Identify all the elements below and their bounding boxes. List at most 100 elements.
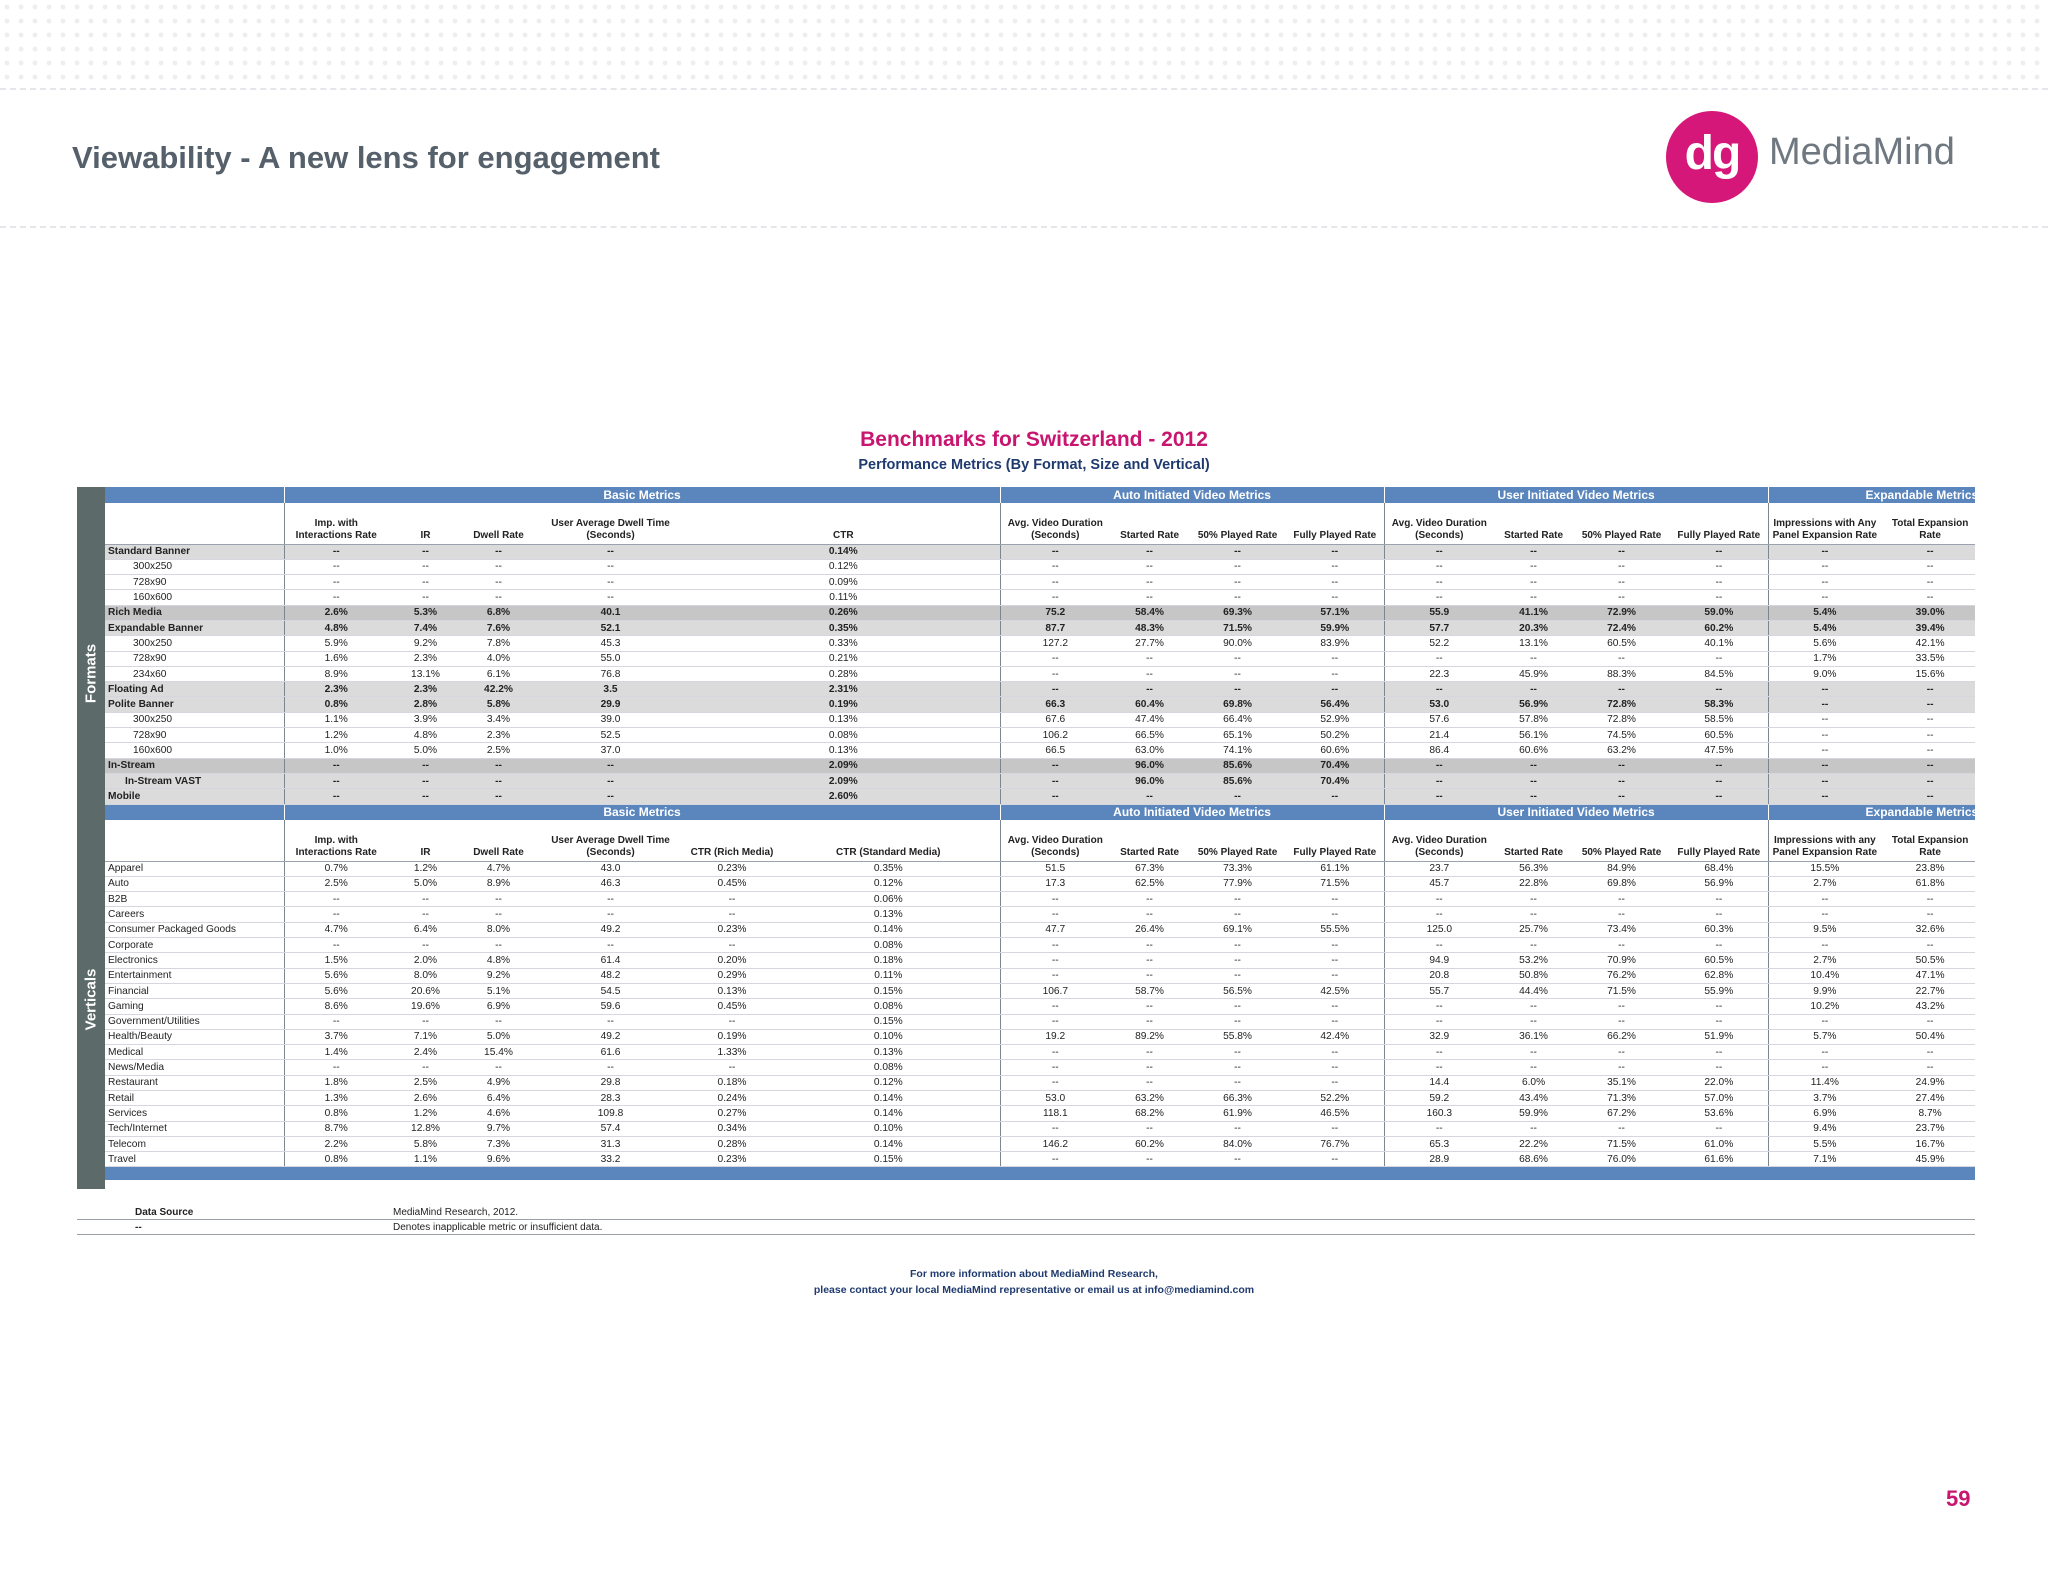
metric-cell: 4.7%	[284, 922, 388, 939]
metric-cell: 0.08%	[777, 998, 1001, 1015]
metric-cell: 118.1	[1000, 1105, 1111, 1122]
metric-cell: --	[1000, 544, 1111, 560]
vertical-row: Gaming 8.6% 19.6% 6.9% 59.6 0.45% 0.08% -- -- -- -…	[105, 998, 1975, 1015]
metric-cell: 35.1%	[1573, 1075, 1671, 1092]
metric-cell: 0.28%	[687, 666, 1001, 683]
row-label: Polite Banner	[105, 696, 285, 713]
metric-cell: 69.1%	[1189, 922, 1287, 939]
metric-cell: 1.8%	[284, 1075, 388, 1092]
metric-cell: --	[1573, 589, 1671, 606]
column-header: Dwell Rate	[463, 503, 534, 545]
metric-cell: --	[463, 906, 534, 923]
metric-cell: 55.9%	[1670, 983, 1769, 1000]
metric-cell: --	[1670, 651, 1769, 667]
metric-cell: 60.3%	[1670, 922, 1769, 939]
metric-cell: --	[1286, 651, 1385, 667]
metric-cell: 24.9%	[1881, 1075, 1975, 1092]
metric-cell: 94.9	[1384, 952, 1495, 969]
metric-cell: --	[1670, 681, 1769, 698]
metric-cell: --	[388, 1059, 463, 1076]
metric-cell: --	[1384, 1121, 1495, 1137]
metric-cell: 47.4%	[1110, 712, 1190, 729]
column-header: CTR (Rich Media)	[687, 820, 777, 862]
vertical-row: Auto 2.5% 5.0% 8.9% 46.3 0.45% 0.12% 17.3 62.5% 7…	[105, 876, 1975, 893]
metric-cell: 72.4%	[1573, 620, 1671, 637]
metric-cell: --	[1000, 998, 1111, 1015]
metric-cell: 59.2	[1384, 1090, 1495, 1107]
metric-cell: --	[1670, 1059, 1769, 1076]
metric-cell: 106.7	[1000, 983, 1111, 1000]
metric-cell: 4.8%	[284, 620, 388, 637]
vertical-row: Consumer Packaged Goods 4.7% 6.4% 8.0% 49.2 0…	[105, 922, 1975, 939]
metric-cell: --	[1494, 998, 1574, 1015]
metric-cell: 0.28%	[687, 1136, 777, 1153]
metric-cell: --	[1670, 906, 1769, 923]
metric-cell: 43.4%	[1494, 1090, 1574, 1107]
metric-cell: 7.8%	[463, 635, 534, 652]
verticals-side-label: Verticals	[82, 968, 100, 1031]
metric-cell: 22.2%	[1494, 1136, 1574, 1153]
metric-cell: --	[1189, 589, 1287, 606]
metric-cell: --	[1286, 788, 1385, 805]
row-label: Mobile	[105, 788, 285, 805]
metric-cell: 0.23%	[687, 922, 777, 939]
metric-cell: --	[1670, 758, 1769, 774]
metric-cell: --	[1881, 681, 1975, 698]
vertical-row: Apparel 0.7% 1.2% 4.7% 43.0 0.23% 0.35% 51.5 67.…	[105, 861, 1975, 877]
metric-cell: 68.2%	[1110, 1105, 1190, 1122]
metric-cell: --	[1189, 651, 1287, 667]
metric-cell: --	[1110, 1044, 1190, 1061]
metric-cell: --	[1110, 1121, 1190, 1137]
format-row: 160x600 -- -- -- -- 0.11% -- -- -- -- -- -- -- -- -- --…	[105, 589, 1975, 606]
metric-cell: 0.14%	[777, 1090, 1001, 1107]
metric-cell: 57.7	[1384, 620, 1495, 637]
metric-cell: 0.12%	[687, 559, 1001, 576]
metric-cell: --	[284, 1014, 388, 1030]
metric-cell: --	[1384, 937, 1495, 954]
metric-cell: --	[1881, 696, 1975, 713]
column-header-row: Imp. with Interactions Rate IR Dwell Rate U…	[105, 503, 1975, 545]
metric-cell: 2.5%	[388, 1075, 463, 1092]
metric-cell: 46.3	[534, 876, 687, 893]
metric-cell: 53.0	[1384, 696, 1495, 713]
column-header: Started Rate	[1110, 820, 1190, 862]
metric-cell: --	[1000, 1044, 1111, 1061]
metric-cell: --	[1286, 998, 1385, 1015]
metric-cell: 0.35%	[687, 620, 1001, 637]
metric-cell: 68.6%	[1494, 1151, 1574, 1168]
metric-cell: --	[534, 589, 687, 606]
group-auto-video-metrics: Auto Initiated Video Metrics	[1000, 804, 1385, 821]
metric-cell: --	[1110, 544, 1190, 560]
metric-cell: 66.3%	[1189, 1090, 1287, 1107]
row-label: 300x250	[105, 635, 285, 652]
column-header: Imp. with Interactions Rate	[284, 503, 388, 545]
metric-cell: --	[1881, 589, 1975, 606]
metric-cell: --	[534, 788, 687, 805]
metric-cell: 59.0%	[1670, 605, 1769, 621]
metric-cell: --	[463, 773, 534, 790]
note-data-source: Data Source MediaMind Research, 2012.	[77, 1205, 1975, 1220]
metric-cell: --	[1286, 1075, 1385, 1092]
metric-cell: --	[1768, 742, 1882, 759]
vertical-row: Telecom 2.2% 5.8% 7.3% 31.3 0.28% 0.14% 146.2 60…	[105, 1136, 1975, 1153]
metric-cell: 31.3	[534, 1136, 687, 1153]
row-label: Entertainment	[105, 968, 285, 984]
metric-cell: --	[1189, 666, 1287, 683]
metric-cell: 1.6%	[284, 651, 388, 667]
column-header: Total Expansion Rate	[1881, 503, 1975, 545]
metric-cell: --	[1286, 1121, 1385, 1137]
metric-cell: 8.0%	[388, 968, 463, 984]
metric-cell: --	[1670, 891, 1769, 908]
metric-cell: --	[388, 773, 463, 790]
metric-cell: 76.2%	[1573, 968, 1671, 984]
format-row: In-Stream VAST -- -- -- -- 2.09% -- 96.0% 85.6% 7…	[105, 773, 1975, 790]
row-label: Floating Ad	[105, 681, 285, 698]
metric-cell: 47.1%	[1881, 968, 1975, 984]
row-label: Rich Media	[105, 605, 285, 621]
table-side-bar: Formats Verticals	[77, 487, 105, 1189]
metric-cell: 42.4%	[1286, 1029, 1385, 1046]
metric-cell: 2.60%	[687, 788, 1001, 805]
metric-cell: --	[1110, 559, 1190, 576]
metric-cell: --	[1573, 651, 1671, 667]
metric-cell: --	[1768, 906, 1882, 923]
